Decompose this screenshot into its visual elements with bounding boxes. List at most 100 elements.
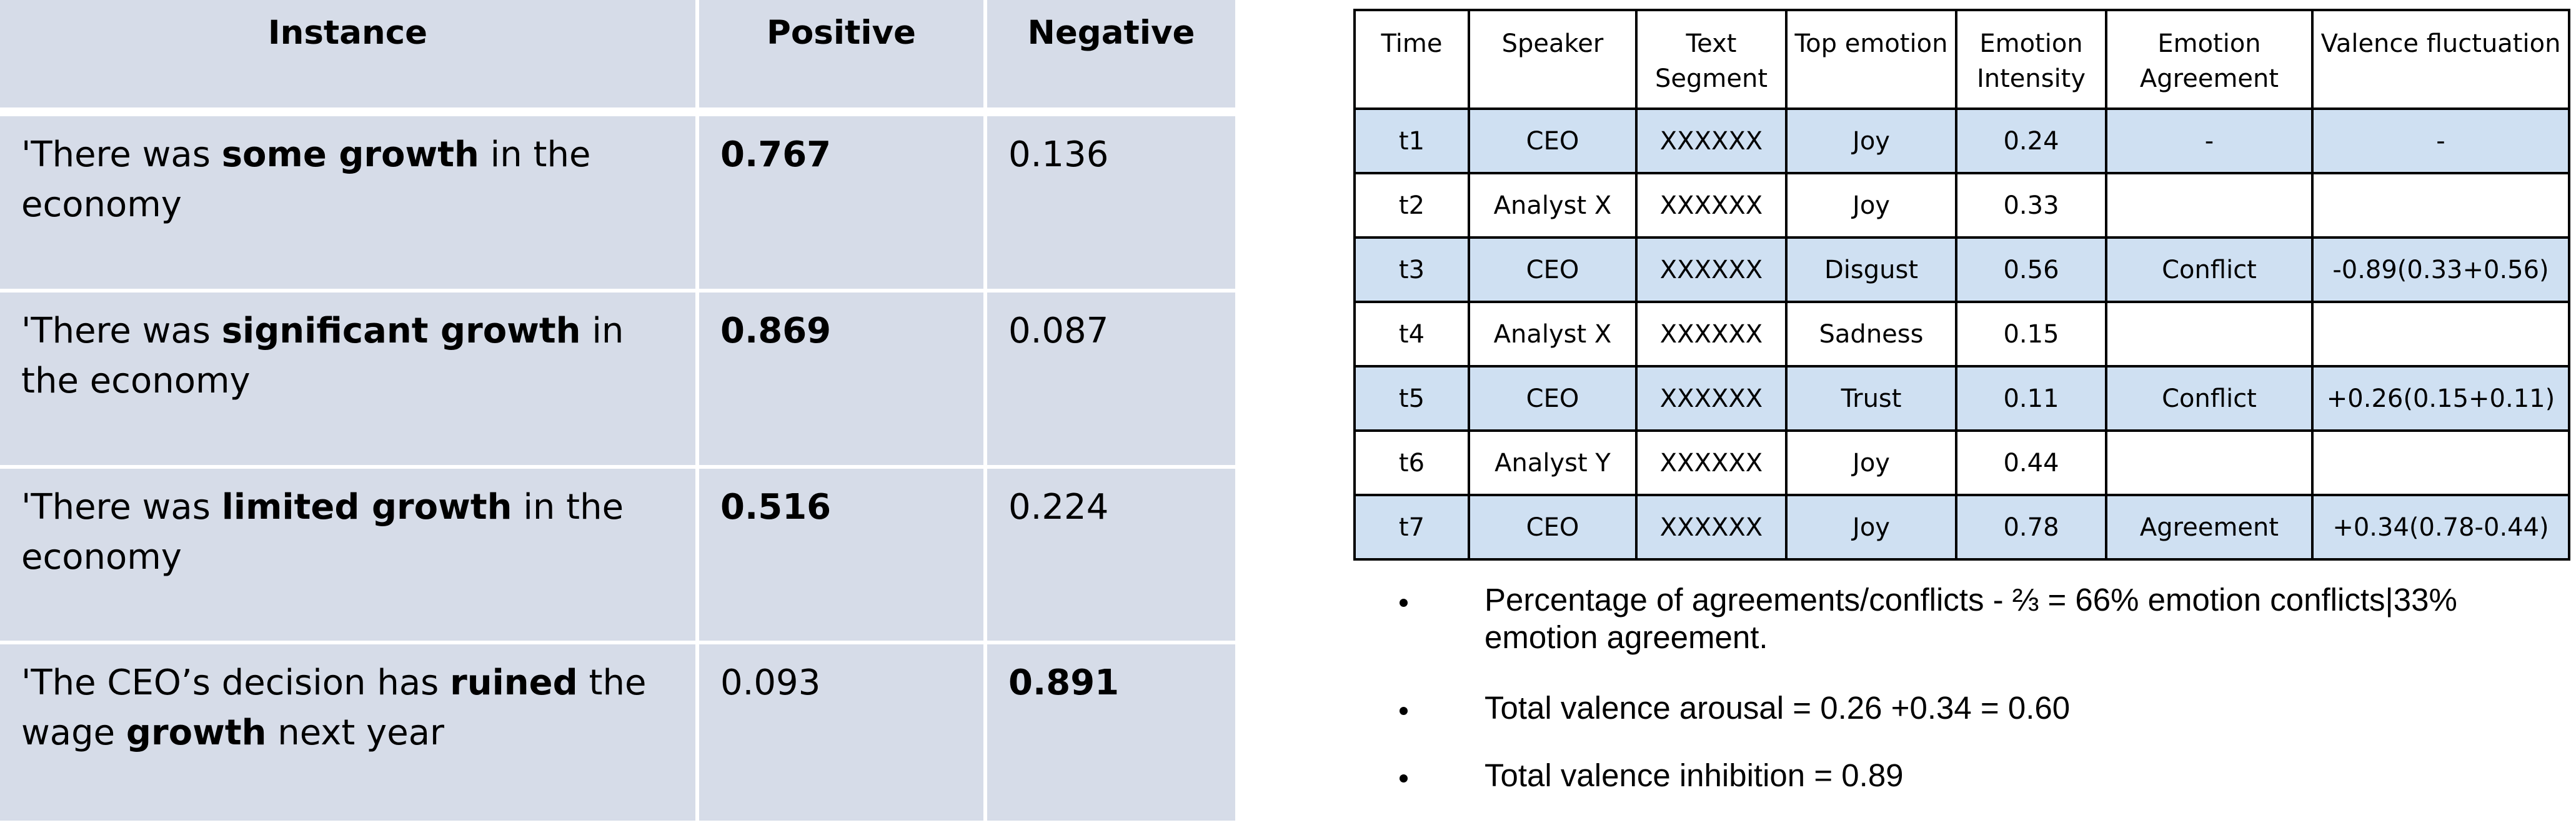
summary-bullet-text: Total valence inhibition = 0.89 [1484, 758, 1904, 793]
instance-text: next year [266, 712, 445, 754]
emotion-row: t2 Analyst X XXXXXX Joy 0.33 [1353, 172, 2570, 239]
emotion-intensity-cell: 0.24 [1955, 108, 2107, 174]
sentiment-row: 'There was some growth in the economy 0.7… [0, 116, 1235, 292]
speaker-cell: CEO [1468, 108, 1638, 174]
sentiment-row: 'There was limited growth in the economy… [0, 468, 1235, 645]
instance-text: 'There was [21, 310, 222, 351]
instance-emphasis: some growth [221, 134, 479, 175]
summary-bullet-list: Percentage of agreements/conflicts - ⅔ =… [1400, 581, 2562, 794]
emotion-agreement-cell: Conflict [2105, 236, 2314, 303]
header-positive: Positive [699, 0, 987, 116]
positive-score-cell: 0.767 [699, 116, 987, 292]
time-cell: t3 [1353, 236, 1470, 303]
emotion-agreement-cell: Conflict [2105, 365, 2314, 432]
summary-bullet: Total valence inhibition = 0.89 [1400, 757, 2562, 794]
emotion-row: t6 Analyst Y XXXXXX Joy 0.44 [1353, 429, 2570, 496]
valence-fluctuation-cell [2311, 301, 2570, 368]
instance-cell: 'There was some growth in the economy [0, 116, 699, 292]
emotion-intensity-cell: 0.78 [1955, 494, 2107, 561]
bullet-dot-icon [1400, 707, 1408, 715]
speaker-cell: Analyst X [1468, 301, 1638, 368]
negative-score-cell: 0.891 [987, 644, 1235, 821]
bullet-dot-icon [1400, 599, 1408, 607]
text-segment-cell: XXXXXX [1635, 429, 1788, 496]
text-segment-cell: XXXXXX [1635, 494, 1788, 561]
valence-fluctuation-cell: - [2311, 108, 2570, 174]
summary-bullet: Percentage of agreements/conflicts - ⅔ =… [1400, 581, 2562, 689]
negative-score-cell: 0.087 [987, 292, 1235, 469]
emotion-header-row: Time Speaker Text Segment Top emotion Em… [1353, 9, 2570, 110]
header-emotion-agreement: Emotion Agreement [2105, 9, 2314, 110]
valence-fluctuation-cell: +0.34(0.78-0.44) [2311, 494, 2570, 561]
header-text-segment: Text Segment [1635, 9, 1788, 110]
emotion-intensity-cell: 0.56 [1955, 236, 2107, 303]
emotion-agreement-cell: - [2105, 108, 2314, 174]
header-emotion-intensity: Emotion Intensity [1955, 9, 2107, 110]
time-cell: t7 [1353, 494, 1470, 561]
summary-bullet-text: Total valence arousal = 0.26 +0.34 = 0.6… [1484, 690, 2071, 726]
top-emotion-cell: Joy [1785, 429, 1957, 496]
valence-fluctuation-cell: +0.26(0.15+0.11) [2311, 365, 2570, 432]
emotion-agreement-cell [2105, 172, 2314, 239]
instance-text: 'There was [21, 134, 222, 175]
time-cell: t5 [1353, 365, 1470, 432]
positive-score-cell: 0.093 [699, 644, 987, 821]
header-time: Time [1353, 9, 1470, 110]
emotion-row: t3 CEO XXXXXX Disgust 0.56 Conflict -0.89(0.33… [1353, 236, 2570, 303]
header-top-emotion: Top emotion [1785, 9, 1957, 110]
speaker-cell: Analyst X [1468, 172, 1638, 239]
emotion-intensity-cell: 0.33 [1955, 172, 2107, 239]
speaker-cell: CEO [1468, 236, 1638, 303]
positive-score-cell: 0.516 [699, 468, 987, 645]
instance-emphasis: significant growth [221, 310, 581, 351]
valence-fluctuation-cell [2311, 429, 2570, 496]
text-segment-cell: XXXXXX [1635, 172, 1788, 239]
instance-emphasis: ruined [450, 662, 578, 704]
instance-cell: 'There was limited growth in the economy [0, 468, 699, 645]
sentiment-row: 'There was significant growth in the eco… [0, 292, 1235, 469]
emotion-row: t5 CEO XXXXXX Trust 0.11 Conflict +0.26(0.15+0… [1353, 365, 2570, 432]
time-cell: t6 [1353, 429, 1470, 496]
instance-cell: 'There was significant growth in the eco… [0, 292, 699, 469]
negative-score-cell: 0.136 [987, 116, 1235, 292]
valence-fluctuation-cell [2311, 172, 2570, 239]
sentiment-row: 'The CEO’s decision has ruined the wage … [0, 644, 1235, 821]
instance-cell: 'The CEO’s decision has ruined the wage … [0, 644, 699, 821]
emotion-intensity-cell: 0.15 [1955, 301, 2107, 368]
top-emotion-cell: Disgust [1785, 236, 1957, 303]
emotion-agreement-cell [2105, 429, 2314, 496]
text-segment-cell: XXXXXX [1635, 301, 1788, 368]
top-emotion-cell: Trust [1785, 365, 1957, 432]
emotion-agreement-cell [2105, 301, 2314, 368]
top-emotion-cell: Sadness [1785, 301, 1957, 368]
text-segment-cell: XXXXXX [1635, 236, 1788, 303]
positive-score-cell: 0.869 [699, 292, 987, 469]
valence-fluctuation-cell: -0.89(0.33+0.56) [2311, 236, 2570, 303]
header-speaker: Speaker [1468, 9, 1638, 110]
negative-score-cell: 0.224 [987, 468, 1235, 645]
summary-bullet: Total valence arousal = 0.26 +0.34 = 0.6… [1400, 689, 2562, 757]
emotion-analysis-table: Time Speaker Text Segment Top emotion Em… [1353, 9, 2570, 561]
text-segment-cell: XXXXXX [1635, 108, 1788, 174]
instance-text: in the economy [21, 134, 591, 225]
instance-text: in the economy [21, 486, 624, 578]
bullet-dot-icon [1400, 774, 1408, 782]
header-instance: Instance [0, 0, 699, 116]
emotion-row: t4 Analyst X XXXXXX Sadness 0.15 [1353, 301, 2570, 368]
top-emotion-cell: Joy [1785, 172, 1957, 239]
emotion-row: t7 CEO XXXXXX Joy 0.78 Agreement +0.34(0.78-0.… [1353, 494, 2570, 561]
instance-emphasis: growth [126, 712, 267, 754]
sentiment-header-row: Instance Positive Negative [0, 0, 1235, 116]
speaker-cell: Analyst Y [1468, 429, 1638, 496]
top-emotion-cell: Joy [1785, 108, 1957, 174]
top-emotion-cell: Joy [1785, 494, 1957, 561]
emotion-intensity-cell: 0.11 [1955, 365, 2107, 432]
instance-text: in the economy [21, 310, 624, 401]
text-segment-cell: XXXXXX [1635, 365, 1788, 432]
speaker-cell: CEO [1468, 365, 1638, 432]
instance-emphasis: limited growth [221, 486, 512, 528]
emotion-intensity-cell: 0.44 [1955, 429, 2107, 496]
instance-text: the wage [21, 662, 647, 754]
speaker-cell: CEO [1468, 494, 1638, 561]
sentiment-score-table: Instance Positive Negative 'There was so… [0, 0, 1235, 821]
